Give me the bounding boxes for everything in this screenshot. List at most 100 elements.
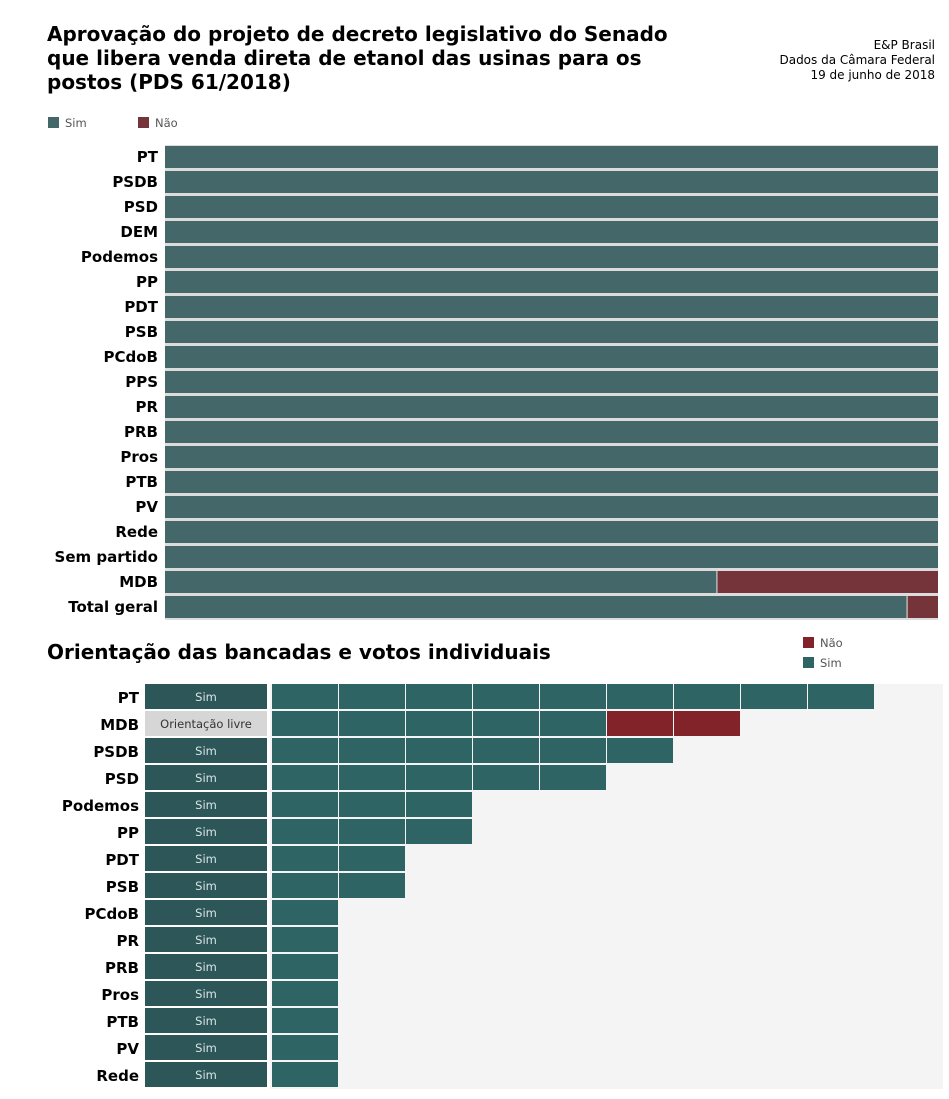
orientation-label-ptb: Sim [195, 1014, 217, 1028]
orientation-label-pp: Sim [195, 825, 217, 839]
orientation-label-pdt: Sim [195, 852, 217, 866]
category-label-total-geral: Total geral [68, 598, 158, 616]
party-label-pt: PT [118, 689, 140, 707]
orientation-cell-psb [145, 873, 267, 898]
party-label-pcdob: PCdoB [85, 905, 139, 923]
source-date: 19 de junho de 2018 [810, 68, 935, 82]
orientation-cell-pdt [145, 846, 267, 871]
vote-cell-sim-mdb [540, 711, 606, 736]
bar-sim-pv [165, 496, 938, 518]
orientation-label-prb: Sim [195, 960, 217, 974]
orientation-label-pr: Sim [195, 933, 217, 947]
orientation-label-mdb: Orientação livre [160, 717, 252, 731]
party-label-ptb: PTB [106, 1013, 139, 1031]
orientation-label-pt: Sim [195, 690, 217, 704]
vote-cell-sim-psdb [540, 738, 606, 763]
party-label-rede: Rede [96, 1067, 139, 1085]
source-publisher: E&P Brasil [873, 38, 935, 52]
vote-cell-sim-psd [339, 765, 405, 790]
legend-swatch-sim [803, 657, 814, 668]
orientation-label-podemos: Sim [195, 798, 217, 812]
bar-nao-total-geral [907, 596, 938, 618]
bar-sim-pps [165, 371, 938, 393]
bar-nao-mdb [716, 571, 938, 593]
legend-label-sim: Sim [820, 656, 842, 670]
orientation-label-pros: Sim [195, 987, 217, 1001]
orientation-label-psb: Sim [195, 879, 217, 893]
category-label-pt: PT [137, 148, 159, 166]
category-label-pv: PV [135, 498, 158, 516]
vote-cell-sim-psdb [473, 738, 539, 763]
bar-sim-dem [165, 221, 938, 243]
source-credits: E&P Brasil Dados da Câmara Federal 19 de… [779, 38, 935, 83]
vote-cell-sim-pp [272, 819, 338, 844]
party-label-pp: PP [117, 824, 139, 842]
vote-cell-sim-psb [339, 873, 405, 898]
orientation-cell-mdb [145, 711, 267, 736]
bar-sim-psdb [165, 171, 938, 193]
bar-sim-rede [165, 521, 938, 543]
vote-cell-sim-pt [808, 684, 874, 709]
party-label-psd: PSD [105, 770, 139, 788]
bar-sim-sem-partido [165, 546, 938, 568]
vote-cell-sim-podemos [406, 792, 472, 817]
category-label-psd: PSD [124, 198, 158, 216]
orientation-cell-pros [145, 981, 267, 1006]
category-label-pcdob: PCdoB [104, 348, 158, 366]
category-label-mdb: MDB [119, 573, 158, 591]
orientation-label-psd: Sim [195, 771, 217, 785]
vote-cell-sim-psdb [607, 738, 673, 763]
vote-cell-sim-pros [272, 981, 338, 1006]
vote-cell-sim-psdb [406, 738, 472, 763]
party-label-pr: PR [116, 932, 139, 950]
bar-sim-psd [165, 196, 938, 218]
category-label-ptb: PTB [125, 473, 158, 491]
category-label-sem-partido: Sem partido [55, 548, 158, 566]
orientation-cell-pr [145, 927, 267, 952]
category-label-prb: PRB [124, 423, 158, 441]
orientation-cell-pt [145, 684, 267, 709]
vote-cell-sim-pv [272, 1035, 338, 1060]
vote-cell-sim-podemos [272, 792, 338, 817]
party-label-podemos: Podemos [62, 797, 139, 815]
vote-cell-sim-psb [272, 873, 338, 898]
source-data: Dados da Câmara Federal [779, 53, 935, 67]
category-label-pdt: PDT [124, 298, 158, 316]
party-label-pdt: PDT [105, 851, 139, 869]
orientation-label-psdb: Sim [195, 744, 217, 758]
category-label-pp: PP [136, 273, 158, 291]
section-subtitle: Orientação das bancadas e votos individu… [47, 640, 551, 664]
vote-cell-sim-psd [540, 765, 606, 790]
category-label-dem: DEM [120, 223, 158, 241]
orientation-cell-podemos [145, 792, 267, 817]
bar-sim-psb [165, 321, 938, 343]
orientation-cell-pv [145, 1035, 267, 1060]
legend-swatch-nao [803, 637, 814, 648]
vote-cell-sim-ptb [272, 1008, 338, 1033]
vote-cell-sim-pp [339, 819, 405, 844]
vote-cell-sim-pt [272, 684, 338, 709]
legend-item-sim: Sim [48, 116, 87, 130]
vote-cell-sim-pt [674, 684, 740, 709]
vote-cell-sim-mdb [272, 711, 338, 736]
orientation-cell-pp [145, 819, 267, 844]
party-label-psdb: PSDB [93, 743, 139, 761]
legend-label-nao: Não [820, 636, 843, 650]
vote-cell-sim-podemos [339, 792, 405, 817]
vote-cell-sim-psdb [272, 738, 338, 763]
orientation-label-pv: Sim [195, 1041, 217, 1055]
legend-item-nao: Não [138, 116, 178, 130]
bar-sim-mdb [165, 571, 717, 593]
orientation-cell-rede [145, 1062, 267, 1087]
legend-label-nao: Não [155, 116, 178, 130]
category-label-psb: PSB [125, 323, 158, 341]
vote-cell-sim-mdb [406, 711, 472, 736]
vote-cell-sim-pr [272, 927, 338, 952]
bar-sim-pp [165, 271, 938, 293]
party-label-pros: Pros [101, 986, 139, 1004]
bar-sim-pdt [165, 296, 938, 318]
vote-cell-sim-psd [406, 765, 472, 790]
orientation-cell-psd [145, 765, 267, 790]
bar-sim-pros [165, 446, 938, 468]
orientation-label-pcdob: Sim [195, 906, 217, 920]
